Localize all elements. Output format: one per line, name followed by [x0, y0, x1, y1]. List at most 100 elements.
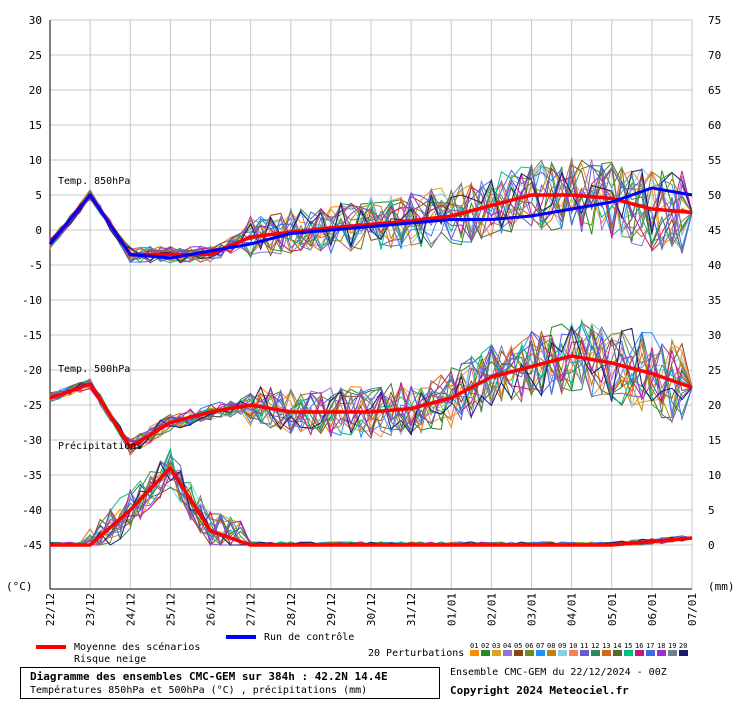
right-tick-label: 75	[708, 14, 721, 27]
right-tick-label: 70	[708, 49, 721, 62]
left-tick-label: -25	[22, 399, 42, 412]
perturbation-swatch	[591, 650, 600, 656]
perturbation-id: 20	[679, 642, 687, 650]
left-tick-label: -20	[22, 364, 42, 377]
right-tick-label: 20	[708, 399, 721, 412]
right-tick-label: 30	[708, 329, 721, 342]
left-tick-label: 0	[35, 224, 42, 237]
perturbation-swatch	[503, 650, 512, 656]
left-tick-label: -10	[22, 294, 42, 307]
perturbation-id: 15	[624, 642, 632, 650]
left-tick-label: -30	[22, 434, 42, 447]
copyright: Copyright 2024 Meteociel.fr	[450, 684, 629, 697]
perturbation-swatch	[558, 650, 567, 656]
x-tick-label: 31/12	[405, 593, 418, 626]
perturbation-swatch	[613, 650, 622, 656]
perturbation-line	[49, 325, 693, 450]
perturbation-id: 06	[525, 642, 533, 650]
control-run-line	[48, 186, 693, 260]
perturbation-id: 05	[514, 642, 522, 650]
left-tick-label: -5	[29, 259, 42, 272]
label-precip: Précipitations	[58, 440, 142, 452]
left-tick-label: 5	[35, 189, 42, 202]
footer-title: Diagramme des ensembles CMC-GEM sur 384h…	[30, 670, 388, 683]
perturbation-id: 04	[503, 642, 511, 650]
right-tick-label: 10	[708, 469, 721, 482]
perturbation-id: 13	[602, 642, 610, 650]
perturbation-id: 01	[470, 642, 478, 650]
left-tick-label: -40	[22, 504, 42, 517]
right-tick-label: 15	[708, 434, 721, 447]
x-tick-label: 26/12	[205, 593, 218, 626]
label-t500: Temp. 500hPa	[58, 364, 130, 375]
x-tick-label: 01/01	[445, 593, 458, 626]
perturbation-id: 03	[492, 642, 500, 650]
right-unit: (mm)	[708, 580, 735, 593]
perturbation-id: 11	[580, 642, 588, 650]
x-tick-label: 04/01	[566, 593, 579, 626]
perturbation-swatch	[679, 650, 688, 656]
perturbation-swatch	[646, 650, 655, 656]
perturbation-swatch	[657, 650, 666, 656]
perturbation-line	[49, 167, 693, 263]
footer-subtitle: Températures 850hPa et 500hPa (°C) , pré…	[30, 685, 368, 696]
right-tick-label: 0	[708, 539, 715, 552]
x-tick-label: 03/01	[526, 593, 539, 626]
perturbation-swatch	[547, 650, 556, 656]
right-tick-label: 25	[708, 364, 721, 377]
legend-perturbations: 20 Perturbations	[368, 648, 464, 659]
perturbation-swatch	[668, 650, 677, 656]
x-tick-label: 23/12	[84, 593, 97, 626]
left-tick-label: 25	[29, 49, 42, 62]
perturbation-swatch	[492, 650, 501, 656]
perturbation-id: 17	[646, 642, 654, 650]
legend-mean: Moyenne des scénarios	[74, 641, 200, 653]
left-tick-label: 15	[29, 119, 42, 132]
perturbation-swatch	[580, 650, 589, 656]
perturbation-id: 19	[668, 642, 676, 650]
perturbation-line	[49, 162, 693, 259]
perturbation-line	[49, 159, 693, 264]
x-tick-label: 22/12	[44, 593, 57, 626]
x-tick-label: 28/12	[285, 593, 298, 626]
right-tick-label: 45	[708, 224, 721, 237]
x-tick-label: 07/01	[686, 593, 699, 626]
perturbation-id: 07	[536, 642, 544, 650]
perturbation-swatch	[514, 650, 523, 656]
right-tick-label: 50	[708, 189, 721, 202]
perturbation-swatch	[602, 650, 611, 656]
perturbation-swatch	[536, 650, 545, 656]
right-tick-label: 35	[708, 294, 721, 307]
perturbation-swatch	[569, 650, 578, 656]
perturbation-id: 14	[613, 642, 621, 650]
run-info: Ensemble CMC-GEM du 22/12/2024 - 00Z	[450, 667, 667, 678]
x-tick-label: 24/12	[124, 593, 137, 626]
perturbation-id: 10	[569, 642, 577, 650]
label-t850: Temp. 850hPa	[58, 176, 130, 187]
ensemble-mean-line	[49, 354, 693, 449]
left-tick-label: -45	[22, 539, 42, 552]
x-tick-label: 02/01	[485, 593, 498, 626]
perturbation-swatch	[525, 650, 534, 656]
perturbation-id: 18	[657, 642, 665, 650]
x-tick-label: 05/01	[606, 593, 619, 626]
ensemble-mean-line	[50, 466, 693, 547]
perturbation-swatch	[470, 650, 479, 656]
x-tick-label: 27/12	[245, 593, 258, 626]
perturbation-line	[49, 329, 693, 443]
perturbation-line	[49, 161, 693, 261]
perturbation-legend: 01 02 03 04 05 06 07 08 09 10 11 12 13 14 15 16 17 18 19 20	[470, 642, 688, 656]
footer-box: Diagramme des ensembles CMC-GEM sur 384h…	[20, 667, 440, 699]
perturbation-swatch	[635, 650, 644, 656]
right-tick-label: 60	[708, 119, 721, 132]
left-tick-label: 30	[29, 14, 42, 27]
right-tick-label: 55	[708, 154, 721, 167]
perturbation-id: 02	[481, 642, 489, 650]
left-tick-label: -15	[22, 329, 42, 342]
perturbation-id: 08	[547, 642, 555, 650]
x-tick-label: 06/01	[646, 593, 659, 626]
perturbation-swatch	[481, 650, 490, 656]
right-tick-label: 40	[708, 259, 721, 272]
